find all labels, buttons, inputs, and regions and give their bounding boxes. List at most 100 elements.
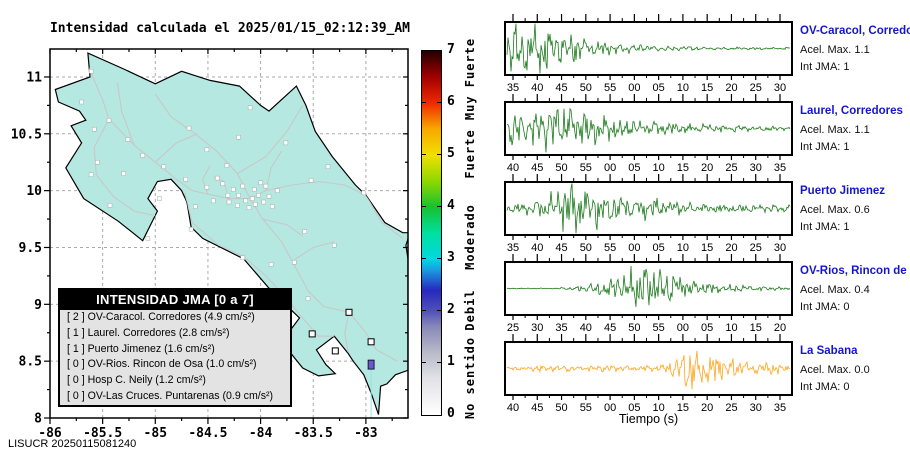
seismogram-trace [506, 107, 791, 153]
road [93, 118, 156, 217]
station-marker [275, 188, 280, 193]
time-tick-label: 45 [555, 242, 567, 254]
station-name: La Sabana [800, 345, 858, 357]
time-tick-label: 40 [507, 162, 519, 174]
road [154, 93, 251, 199]
time-tick-label: 50 [628, 322, 640, 334]
station-marker [183, 177, 189, 182]
station-marker [107, 203, 113, 208]
station-marker [125, 137, 131, 142]
y-tick-label: 9 [34, 298, 42, 313]
station-marker [256, 192, 261, 198]
seismogram-meta: OV-Caracol, Corredores Acel. Max. 1.1 In… [800, 25, 910, 78]
time-tick-label: 00 [677, 322, 689, 334]
time-tick-label: 40 [531, 242, 543, 254]
station-marker [258, 180, 263, 185]
colorbar-category-label: Debil [463, 289, 477, 331]
time-tick-label: 15 [677, 162, 689, 174]
colorbar-category-label: Moderado [463, 204, 477, 271]
y-tick-label: 8.5 [19, 355, 42, 370]
time-tick-label: 10 [677, 82, 689, 94]
time-tick-label: 10 [653, 162, 665, 174]
colorbar-category-label: No sentido [463, 336, 477, 419]
road-network [87, 65, 404, 362]
station-marker [263, 183, 269, 189]
time-tick-label: 20 [701, 162, 713, 174]
intensity-jma: Int JMA: 1 [800, 141, 850, 153]
y-tick-label: 11 [26, 70, 42, 85]
time-tick-label: 05 [701, 322, 713, 334]
road [344, 312, 350, 353]
station-marker [210, 198, 216, 204]
station-marker [121, 171, 126, 176]
seismogram-meta: Laurel, Corredores Acel. Max. 1.1 Int JM… [800, 105, 903, 158]
time-tick-label: 35 [507, 242, 519, 254]
seismogram-panels: 35 40 45 50 55 00 05 10 15 20 25 30 40 45 50 55 00 05 10 15… [504, 14, 793, 414]
colorbar-tick-label: 3 [447, 250, 455, 265]
y-tick-label: 10.5 [11, 127, 42, 142]
station-marker [332, 242, 337, 248]
station-marker [79, 99, 84, 105]
station-name: Laurel, Corredores [800, 105, 903, 117]
station-marker [193, 204, 198, 209]
station-marker [246, 205, 252, 210]
station-marker [161, 164, 166, 170]
road [184, 192, 335, 337]
legend-entry: [ 2 ] OV-Caracol. Corredores (4.9 cm/s²) [67, 311, 255, 323]
station-marker [215, 175, 220, 181]
x-tick-label: -83 [354, 426, 377, 441]
reporting-station-marker [308, 330, 316, 338]
station-marker [235, 203, 240, 208]
station-marker [249, 196, 255, 201]
time-tick-label: 50 [580, 82, 592, 94]
station-marker [204, 147, 210, 152]
time-tick-label: 00 [628, 82, 640, 94]
time-tick-label: 40 [507, 402, 519, 414]
reporting-station-marker [345, 308, 353, 316]
reporting-station-marker [331, 347, 339, 355]
station-marker [88, 172, 94, 177]
time-tick-label: 55 [580, 402, 592, 414]
station-marker [302, 229, 307, 234]
colorbar-tick [437, 154, 441, 155]
seismogram-meta: La Sabana Acel. Max. 0.0 Int JMA: 0 [800, 345, 870, 398]
station-marker [243, 198, 249, 204]
intensity-legend: INTENSIDAD JMA [0 a 7] [ 2 ] OV-Caracol.… [58, 288, 292, 407]
time-tick-label: 00 [628, 242, 640, 254]
acceleration-max: Acel. Max. 0.4 [800, 284, 870, 296]
time-tick-label: 20 [725, 82, 737, 94]
y-tick-label: 8 [34, 412, 42, 427]
time-tick-label: 45 [531, 402, 543, 414]
map-layers [54, 52, 408, 418]
colorbar-tick [437, 206, 441, 207]
station-marker [270, 204, 275, 209]
station-marker [91, 127, 97, 132]
station-marker [226, 199, 232, 205]
station-marker [225, 192, 231, 198]
time-tick-label: 00 [604, 162, 616, 174]
colorbar-tick [422, 362, 426, 363]
time-tick-label: 40 [580, 322, 592, 334]
time-tick-label: 45 [604, 322, 616, 334]
intensity-jma: Int JMA: 1 [800, 61, 850, 73]
map-frame [49, 48, 409, 419]
time-tick-label: 15 [750, 322, 762, 334]
road [291, 241, 335, 262]
time-tick-label: 55 [580, 162, 592, 174]
x-tick-label: -84 [249, 426, 273, 441]
colorbar-tick-label: 4 [447, 198, 455, 213]
intensity-2-marker [367, 359, 375, 370]
x-tick-label: -85 [144, 426, 167, 441]
station-marker [361, 190, 366, 196]
station-marker [247, 105, 253, 110]
seismogram-meta: Puerto Jimenez Acel. Max. 0.6 Int JMA: 1 [800, 185, 885, 238]
time-tick-label: 50 [555, 162, 567, 174]
time-tick-label: 05 [628, 162, 640, 174]
time-tick-label: 10 [653, 402, 665, 414]
x-axis-title: Tiempo (s) [618, 412, 679, 426]
station-marker [95, 159, 100, 165]
colorbar-tick-label: 5 [447, 146, 455, 161]
station-marker [88, 69, 94, 74]
map-title: Intensidad calculada el 2025/01/15_02:12… [49, 21, 411, 36]
